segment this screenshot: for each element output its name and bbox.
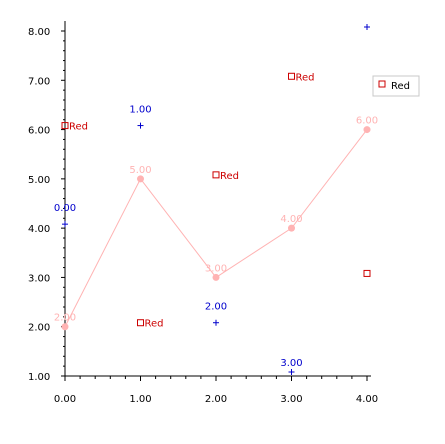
x-tick-label: 0.00: [54, 394, 76, 405]
y-tick-label: 1.00: [28, 372, 50, 383]
series-line: [64, 129, 368, 327]
legend: Red: [372, 75, 420, 97]
line-point-label: 5.00: [129, 165, 151, 176]
line-point-label: 2.00: [54, 313, 76, 324]
x-tick-label: 4.00: [356, 394, 378, 405]
line-series: 2.00 5.00 3.00 4.00 6.00: [54, 116, 378, 331]
red-marker-label: Red: [220, 171, 239, 182]
y-tick-label: 8.00: [28, 27, 50, 38]
red-square-marker: [137, 319, 144, 327]
blue-marker-label: 3.00: [280, 358, 302, 369]
x-tick-label: 3.00: [280, 394, 302, 405]
blue-marker-label: 2.00: [205, 302, 227, 313]
line-point-label: 3.00: [205, 263, 227, 274]
red-square-marker: [363, 269, 371, 277]
y-tick-label: 4.00: [28, 224, 50, 235]
x-tick-label: 2.00: [205, 394, 227, 405]
y-tick-label: 7.00: [28, 76, 50, 87]
red-marker-label: Red: [145, 319, 164, 330]
blue-marker-label: 1.00: [129, 105, 151, 116]
axes: 1.00 2.00 3.00 4.00 5.00 6.00 7.00 8.00 0.00 1.00…: [28, 21, 378, 405]
blue-marker-label: 0.00: [54, 203, 76, 214]
line-point: [288, 224, 295, 232]
line-point: [363, 126, 371, 134]
y-tick-label: 2.00: [28, 323, 50, 334]
x-tick-label: 1.00: [129, 394, 151, 405]
red-markers: Red Red Red Red: [61, 72, 371, 330]
red-square-marker: [61, 122, 69, 130]
y-tick-label: 6.00: [28, 126, 50, 137]
line-point: [212, 273, 220, 281]
y-tick-label: 3.00: [28, 273, 50, 284]
line-point-label: 6.00: [356, 116, 378, 127]
line-point-label: 4.00: [280, 214, 302, 225]
y-tick-label: 5.00: [28, 175, 50, 186]
line-point: [137, 175, 144, 183]
red-marker-label: Red: [69, 122, 88, 133]
red-square-marker: [288, 72, 295, 80]
line-point: [61, 323, 69, 331]
blue-markers: 0.00 1.00 2.00 3.00: [54, 24, 370, 375]
red-square-marker: [212, 171, 220, 179]
legend-swatch: [378, 80, 386, 88]
legend-label: Red: [391, 81, 410, 92]
red-marker-label: Red: [296, 72, 315, 83]
